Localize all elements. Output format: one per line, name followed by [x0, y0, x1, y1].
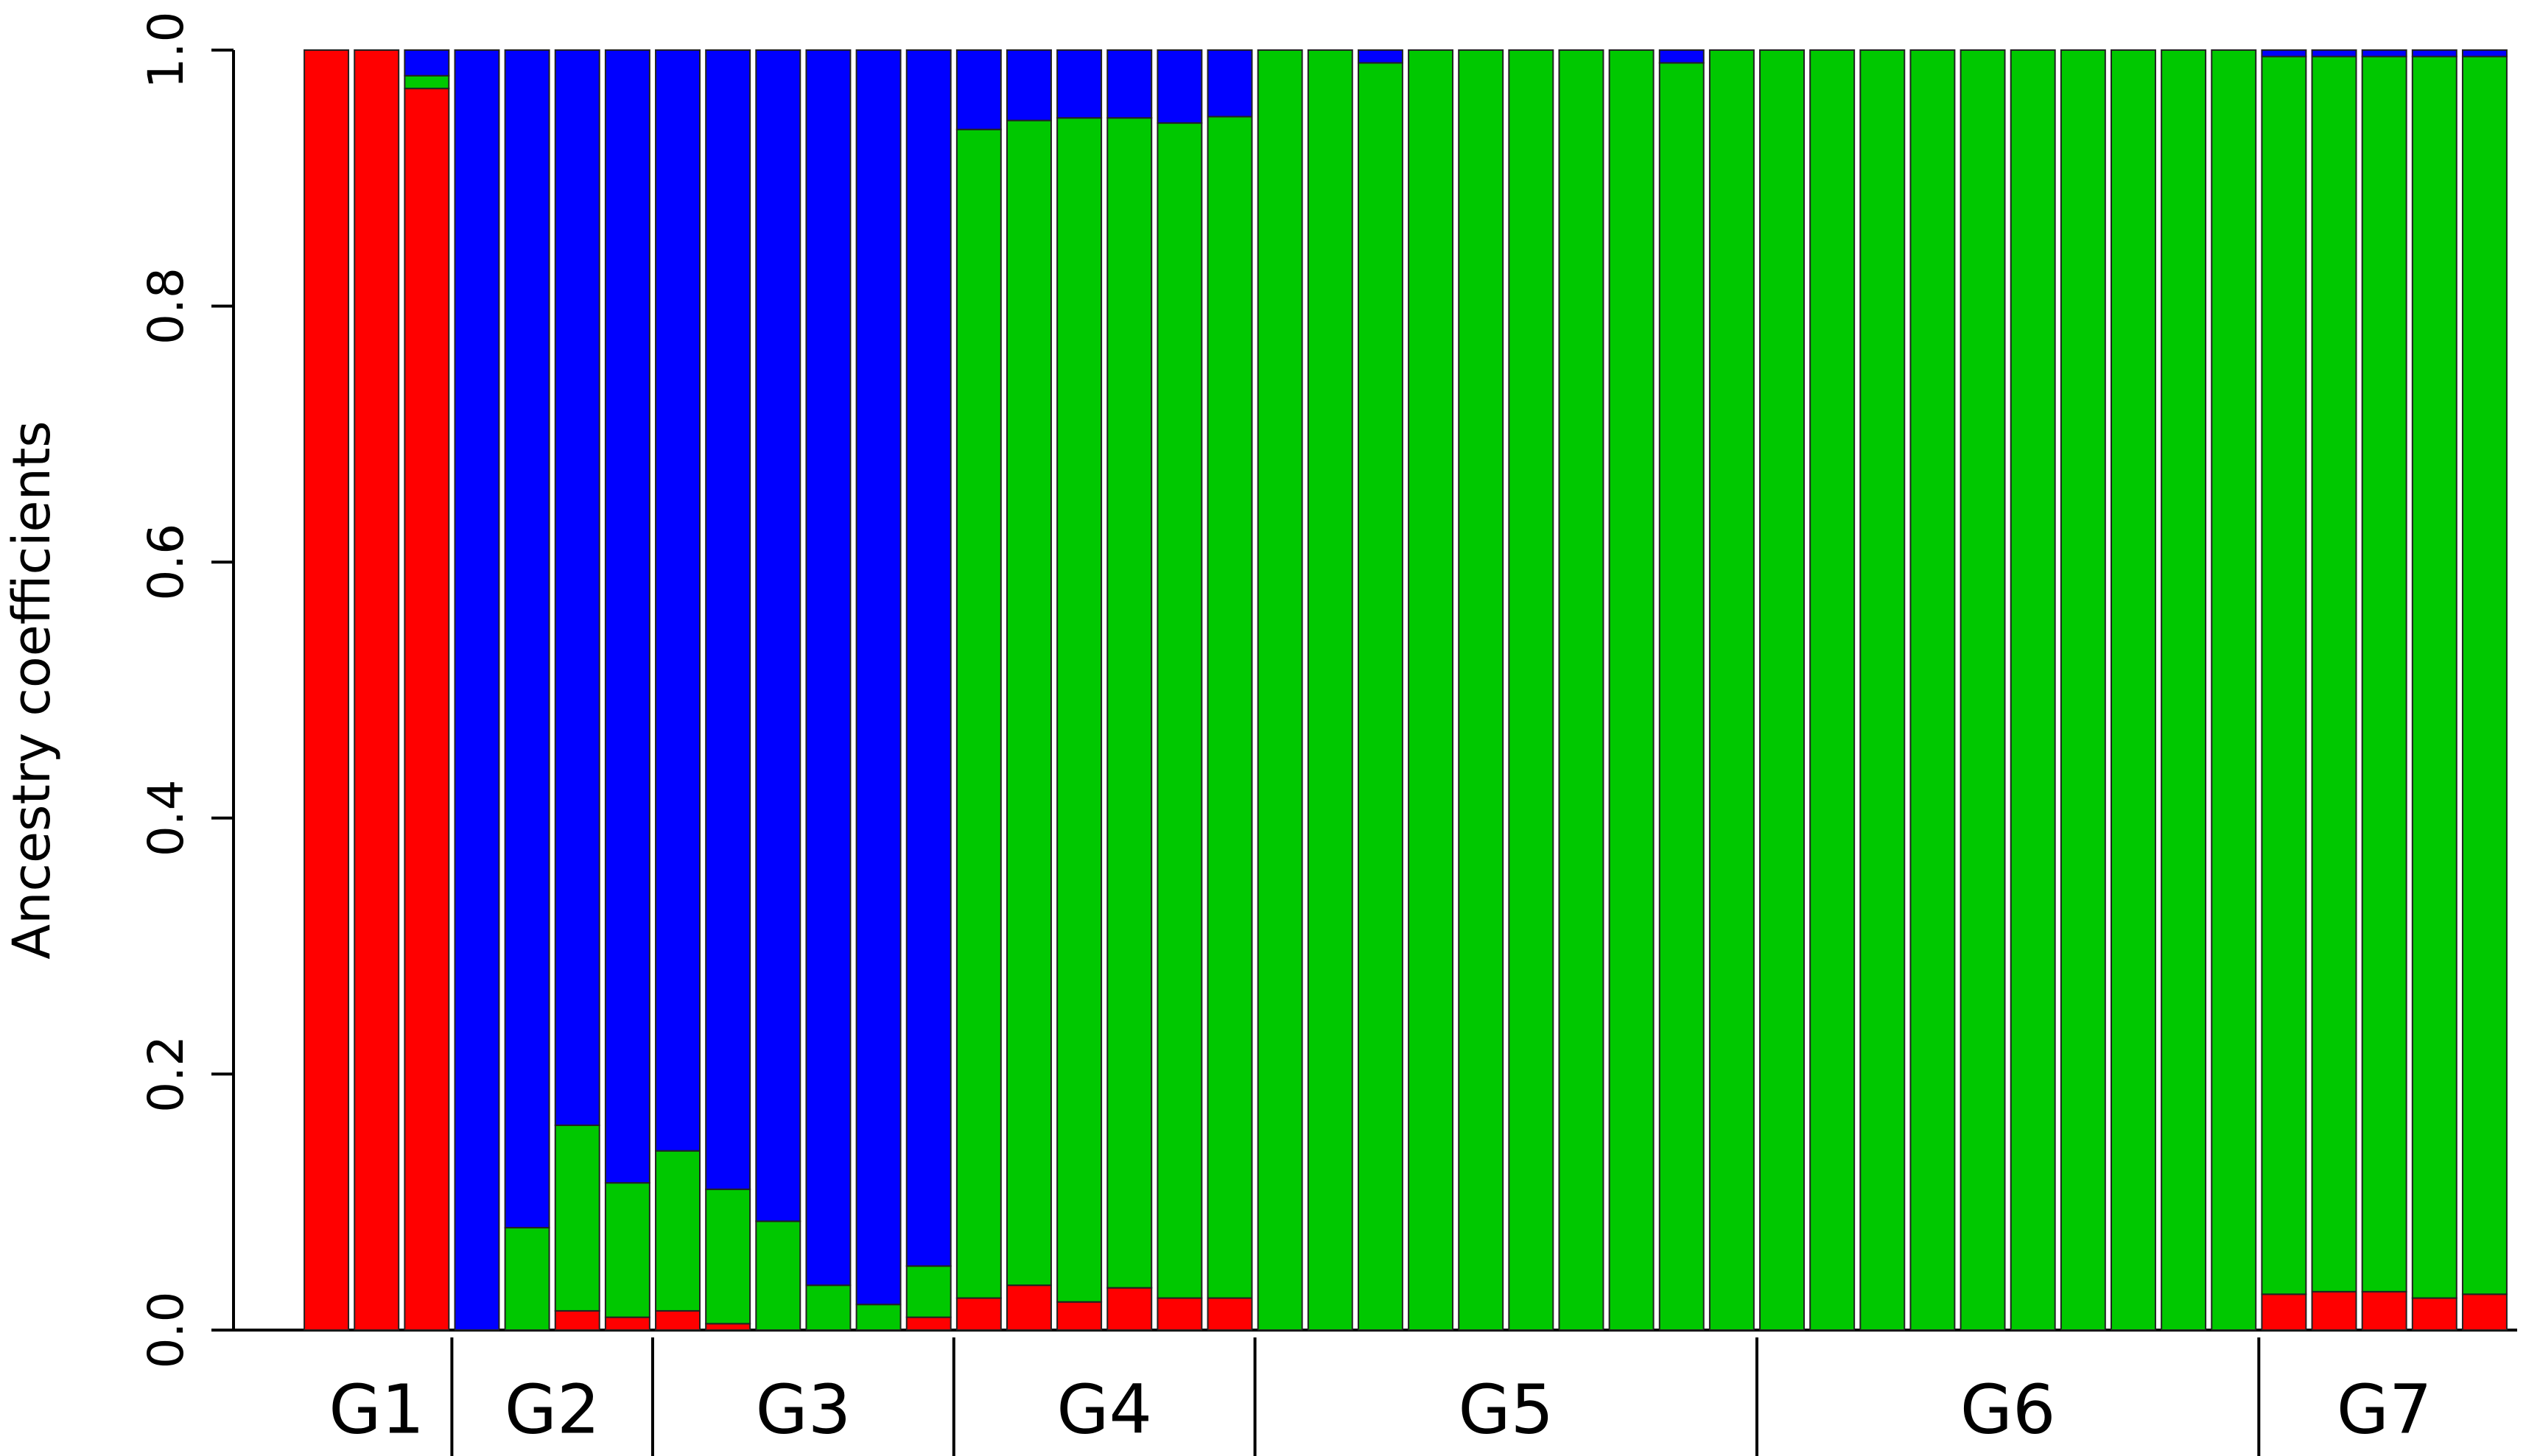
- bar-segment: [604, 49, 650, 1184]
- group-label: G7: [2337, 1370, 2432, 1449]
- bar-segment: [955, 1297, 1002, 1332]
- bar-segment: [2261, 55, 2307, 1295]
- bar-segment: [755, 49, 801, 1223]
- bar-segment: [705, 1188, 751, 1325]
- bar-segment: [1859, 49, 1906, 1331]
- group-label: G5: [1458, 1370, 1554, 1449]
- group-label: G2: [505, 1370, 600, 1449]
- bar-segment: [1558, 49, 1604, 1331]
- bar-segment: [655, 1309, 701, 1332]
- bar-segment: [504, 49, 550, 1228]
- y-tick-label: 0.2: [138, 1035, 194, 1113]
- bar-segment: [855, 1304, 902, 1331]
- bar-segment: [1809, 49, 1856, 1331]
- bar-segment: [905, 49, 952, 1267]
- y-tick-label: 1.0: [138, 12, 194, 89]
- bar-segment: [2311, 55, 2357, 1293]
- bar-segment: [2461, 49, 2508, 57]
- bar-segment: [2261, 1293, 2307, 1332]
- bar-segment: [1658, 49, 1705, 64]
- bar-segment: [554, 49, 600, 1126]
- bar-segment: [855, 49, 902, 1306]
- bar-segment: [1608, 49, 1655, 1331]
- bar-segment: [404, 88, 450, 1331]
- bar-segment: [2411, 55, 2457, 1299]
- bar-segment: [955, 128, 1002, 1299]
- bar-segment: [1759, 49, 1806, 1331]
- bar-segment: [1106, 49, 1153, 119]
- bar-segment: [2261, 49, 2307, 57]
- bar-segment: [2361, 49, 2407, 57]
- bar-segment: [1307, 49, 1353, 1331]
- bar-segment: [2461, 55, 2508, 1295]
- bar-segment: [604, 1316, 650, 1331]
- bar-segment: [2361, 55, 2407, 1293]
- bar-segment: [1458, 49, 1504, 1331]
- bar-segment: [655, 49, 701, 1152]
- bar-segment: [755, 1220, 801, 1332]
- bar-segment: [2411, 1297, 2457, 1332]
- y-tick-label: 0.0: [138, 1292, 194, 1369]
- bar-segment: [1708, 49, 1755, 1331]
- bar-segment: [1909, 49, 1956, 1331]
- y-axis-title: Ancestry coefficients: [1, 421, 62, 960]
- bar-segment: [2411, 49, 2457, 57]
- bar-segment: [354, 49, 400, 1331]
- bar-segment: [554, 1309, 600, 1332]
- bar-segment: [1157, 122, 1203, 1299]
- bar-segment: [1106, 1287, 1153, 1331]
- group-label: G1: [329, 1370, 424, 1449]
- bar-segment: [905, 1265, 952, 1318]
- bar-segment: [2211, 49, 2257, 1331]
- bar-segment: [2311, 1290, 2357, 1331]
- bar-segment: [1157, 1297, 1203, 1332]
- bar-segment: [554, 1124, 600, 1312]
- bar-segment: [2461, 1293, 2508, 1332]
- bar-segment: [1106, 117, 1153, 1289]
- bar-segment: [304, 49, 350, 1331]
- bar-segment: [1207, 116, 1253, 1299]
- bar-segment: [1257, 49, 1303, 1331]
- bar-segment: [1357, 49, 1403, 64]
- bar-segment: [604, 1182, 650, 1318]
- bar-segment: [1960, 49, 2006, 1331]
- bar-segment: [1006, 49, 1052, 122]
- bar-segment: [2010, 49, 2056, 1331]
- bar-segment: [655, 1150, 701, 1312]
- bar-segment: [2311, 49, 2357, 57]
- group-label: G3: [755, 1370, 851, 1449]
- group-label: G4: [1056, 1370, 1152, 1449]
- bar-segment: [955, 49, 1002, 130]
- bar-segment: [454, 49, 500, 1331]
- bar-segment: [705, 49, 751, 1190]
- bar-segment: [805, 1284, 852, 1332]
- bar-segment: [404, 49, 450, 77]
- bar-segment: [2060, 49, 2106, 1331]
- y-tick-label: 0.4: [138, 779, 194, 857]
- y-tick-label: 0.6: [138, 524, 194, 601]
- bar-segment: [1006, 1284, 1052, 1332]
- bar-segment: [1006, 119, 1052, 1287]
- bar-segment: [404, 74, 450, 90]
- bar-segment: [1408, 49, 1454, 1331]
- bar-segment: [2110, 49, 2156, 1331]
- bar-segment: [705, 1323, 751, 1332]
- bar-segment: [805, 49, 852, 1287]
- bar-segment: [905, 1316, 952, 1331]
- bar-segment: [1658, 62, 1705, 1331]
- bar-segment: [2361, 1290, 2407, 1331]
- bar-segment: [1056, 49, 1103, 119]
- bar-segment: [504, 1226, 550, 1331]
- bar-segment: [1207, 1297, 1253, 1332]
- bar-segment: [1207, 49, 1253, 118]
- bar-segment: [1508, 49, 1554, 1331]
- bar-segment: [1056, 1301, 1103, 1332]
- bar-segment: [1157, 49, 1203, 124]
- bar-segment: [2161, 49, 2207, 1331]
- bar-segment: [1357, 62, 1403, 1331]
- y-tick-label: 0.8: [138, 267, 194, 345]
- bar-segment: [1056, 117, 1103, 1303]
- group-label: G6: [1960, 1370, 2056, 1449]
